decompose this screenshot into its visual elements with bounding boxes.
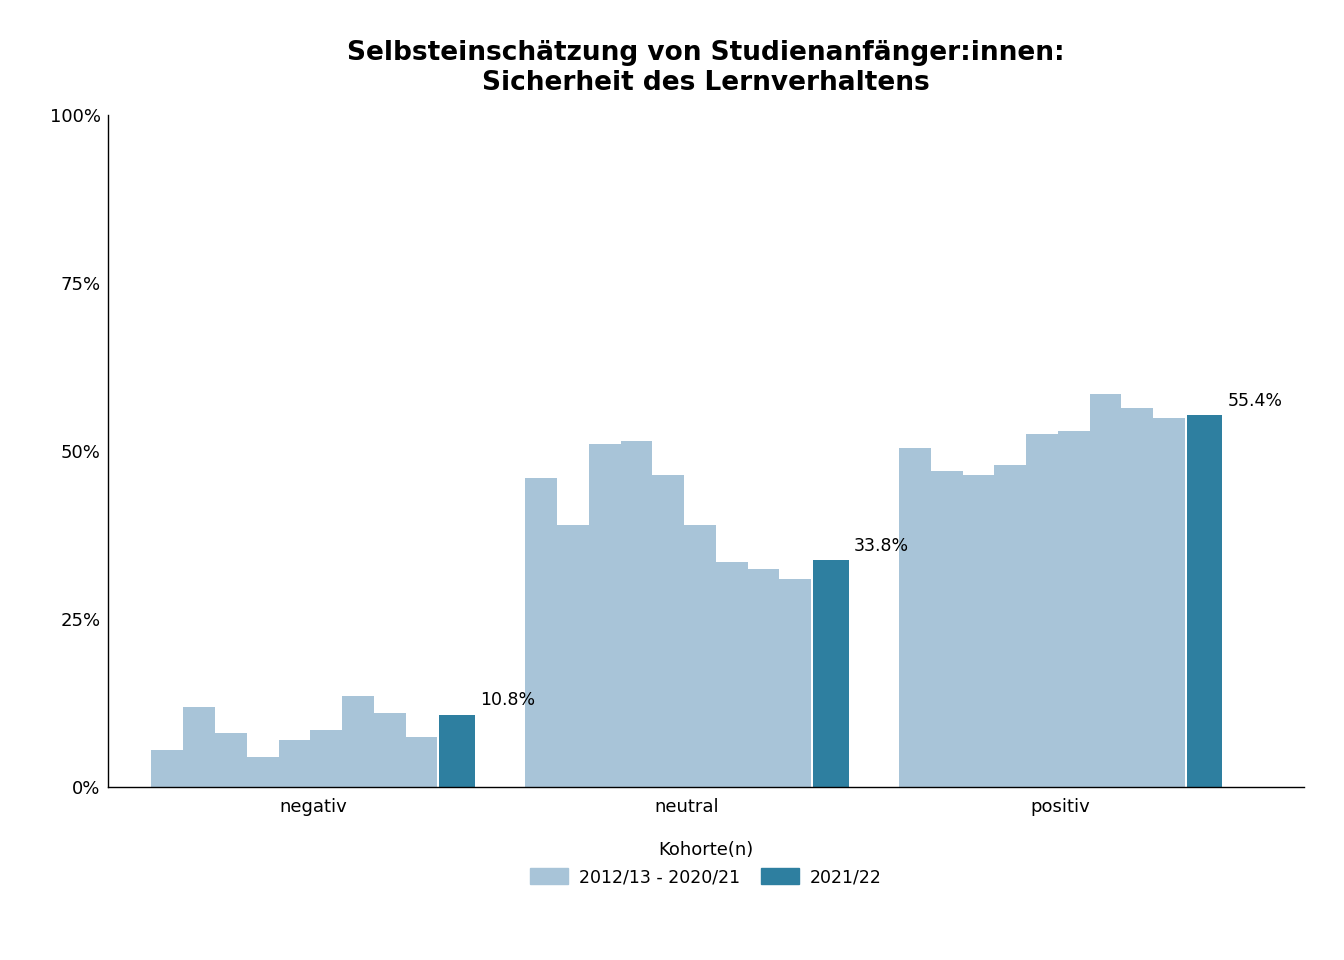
Bar [621, 442, 652, 787]
Bar [1090, 395, 1121, 787]
Bar [716, 563, 747, 787]
Bar [152, 751, 183, 787]
Bar [343, 697, 374, 787]
Title: Selbsteinschätzung von Studienanfänger:innen:
Sicherheit des Lernverhaltens: Selbsteinschätzung von Studienanfänger:i… [347, 40, 1064, 96]
Bar [556, 525, 589, 787]
Bar [652, 475, 684, 787]
Bar [899, 447, 931, 787]
Bar [1058, 431, 1090, 787]
Bar [813, 560, 848, 787]
Bar [589, 444, 621, 787]
Bar [747, 568, 780, 787]
Text: 33.8%: 33.8% [855, 537, 910, 555]
Bar [183, 707, 215, 787]
Text: 10.8%: 10.8% [480, 691, 535, 709]
Bar [780, 579, 812, 787]
Bar [310, 730, 343, 787]
Bar [215, 733, 247, 787]
Bar [278, 740, 310, 787]
Bar [931, 471, 962, 787]
Bar [1025, 434, 1058, 787]
Legend: 2012/13 - 2020/21, 2021/22: 2012/13 - 2020/21, 2021/22 [530, 841, 882, 886]
Bar [1187, 415, 1223, 787]
Bar [1153, 418, 1185, 787]
Bar [406, 737, 437, 787]
Bar [684, 525, 716, 787]
Bar [526, 478, 556, 787]
Bar [374, 713, 406, 787]
Bar [439, 714, 474, 787]
Bar [1121, 407, 1153, 787]
Text: 55.4%: 55.4% [1228, 392, 1284, 410]
Bar [962, 475, 995, 787]
Bar [995, 465, 1025, 787]
Bar [247, 756, 278, 787]
